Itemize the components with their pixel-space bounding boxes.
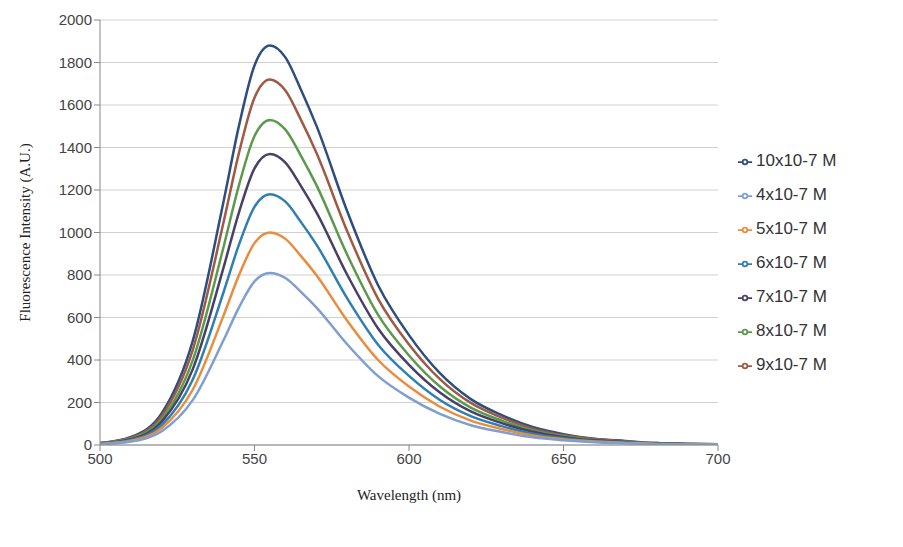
svg-text:0: 0 <box>84 436 92 453</box>
svg-text:600: 600 <box>67 309 92 326</box>
svg-text:1800: 1800 <box>59 54 92 71</box>
svg-text:700: 700 <box>705 450 730 467</box>
svg-text:650: 650 <box>551 450 576 467</box>
svg-text:800: 800 <box>67 266 92 283</box>
svg-text:Fluorescence Intensity (A.U.): Fluorescence Intensity (A.U.) <box>17 143 34 321</box>
html-text:7x10-7 M: 7x10-7 M <box>756 286 827 306</box>
html-text:4x10-7 M: 4x10-7 M <box>756 184 827 204</box>
html-text:6x10-7 M: 6x10-7 M <box>756 252 827 272</box>
svg-text:550: 550 <box>242 450 267 467</box>
svg-text:1400: 1400 <box>59 139 92 156</box>
html-text:5x10-7 M: 5x10-7 M <box>756 218 827 238</box>
svg-text:Wavelength (nm): Wavelength (nm) <box>357 487 461 504</box>
html-text:10x10-7 M: 10x10-7 M <box>756 150 837 170</box>
svg-text:600: 600 <box>396 450 421 467</box>
svg-text:400: 400 <box>67 351 92 368</box>
svg-text:1000: 1000 <box>59 224 92 241</box>
svg-text:1600: 1600 <box>59 96 92 113</box>
html-text:8x10-7 M: 8x10-7 M <box>756 320 827 340</box>
svg-text:1200: 1200 <box>59 181 92 198</box>
svg-text:200: 200 <box>67 394 92 411</box>
svg-text:2000: 2000 <box>59 11 92 28</box>
svg-text:500: 500 <box>87 449 113 467</box>
html-text:9x10-7 M: 9x10-7 M <box>756 354 827 374</box>
